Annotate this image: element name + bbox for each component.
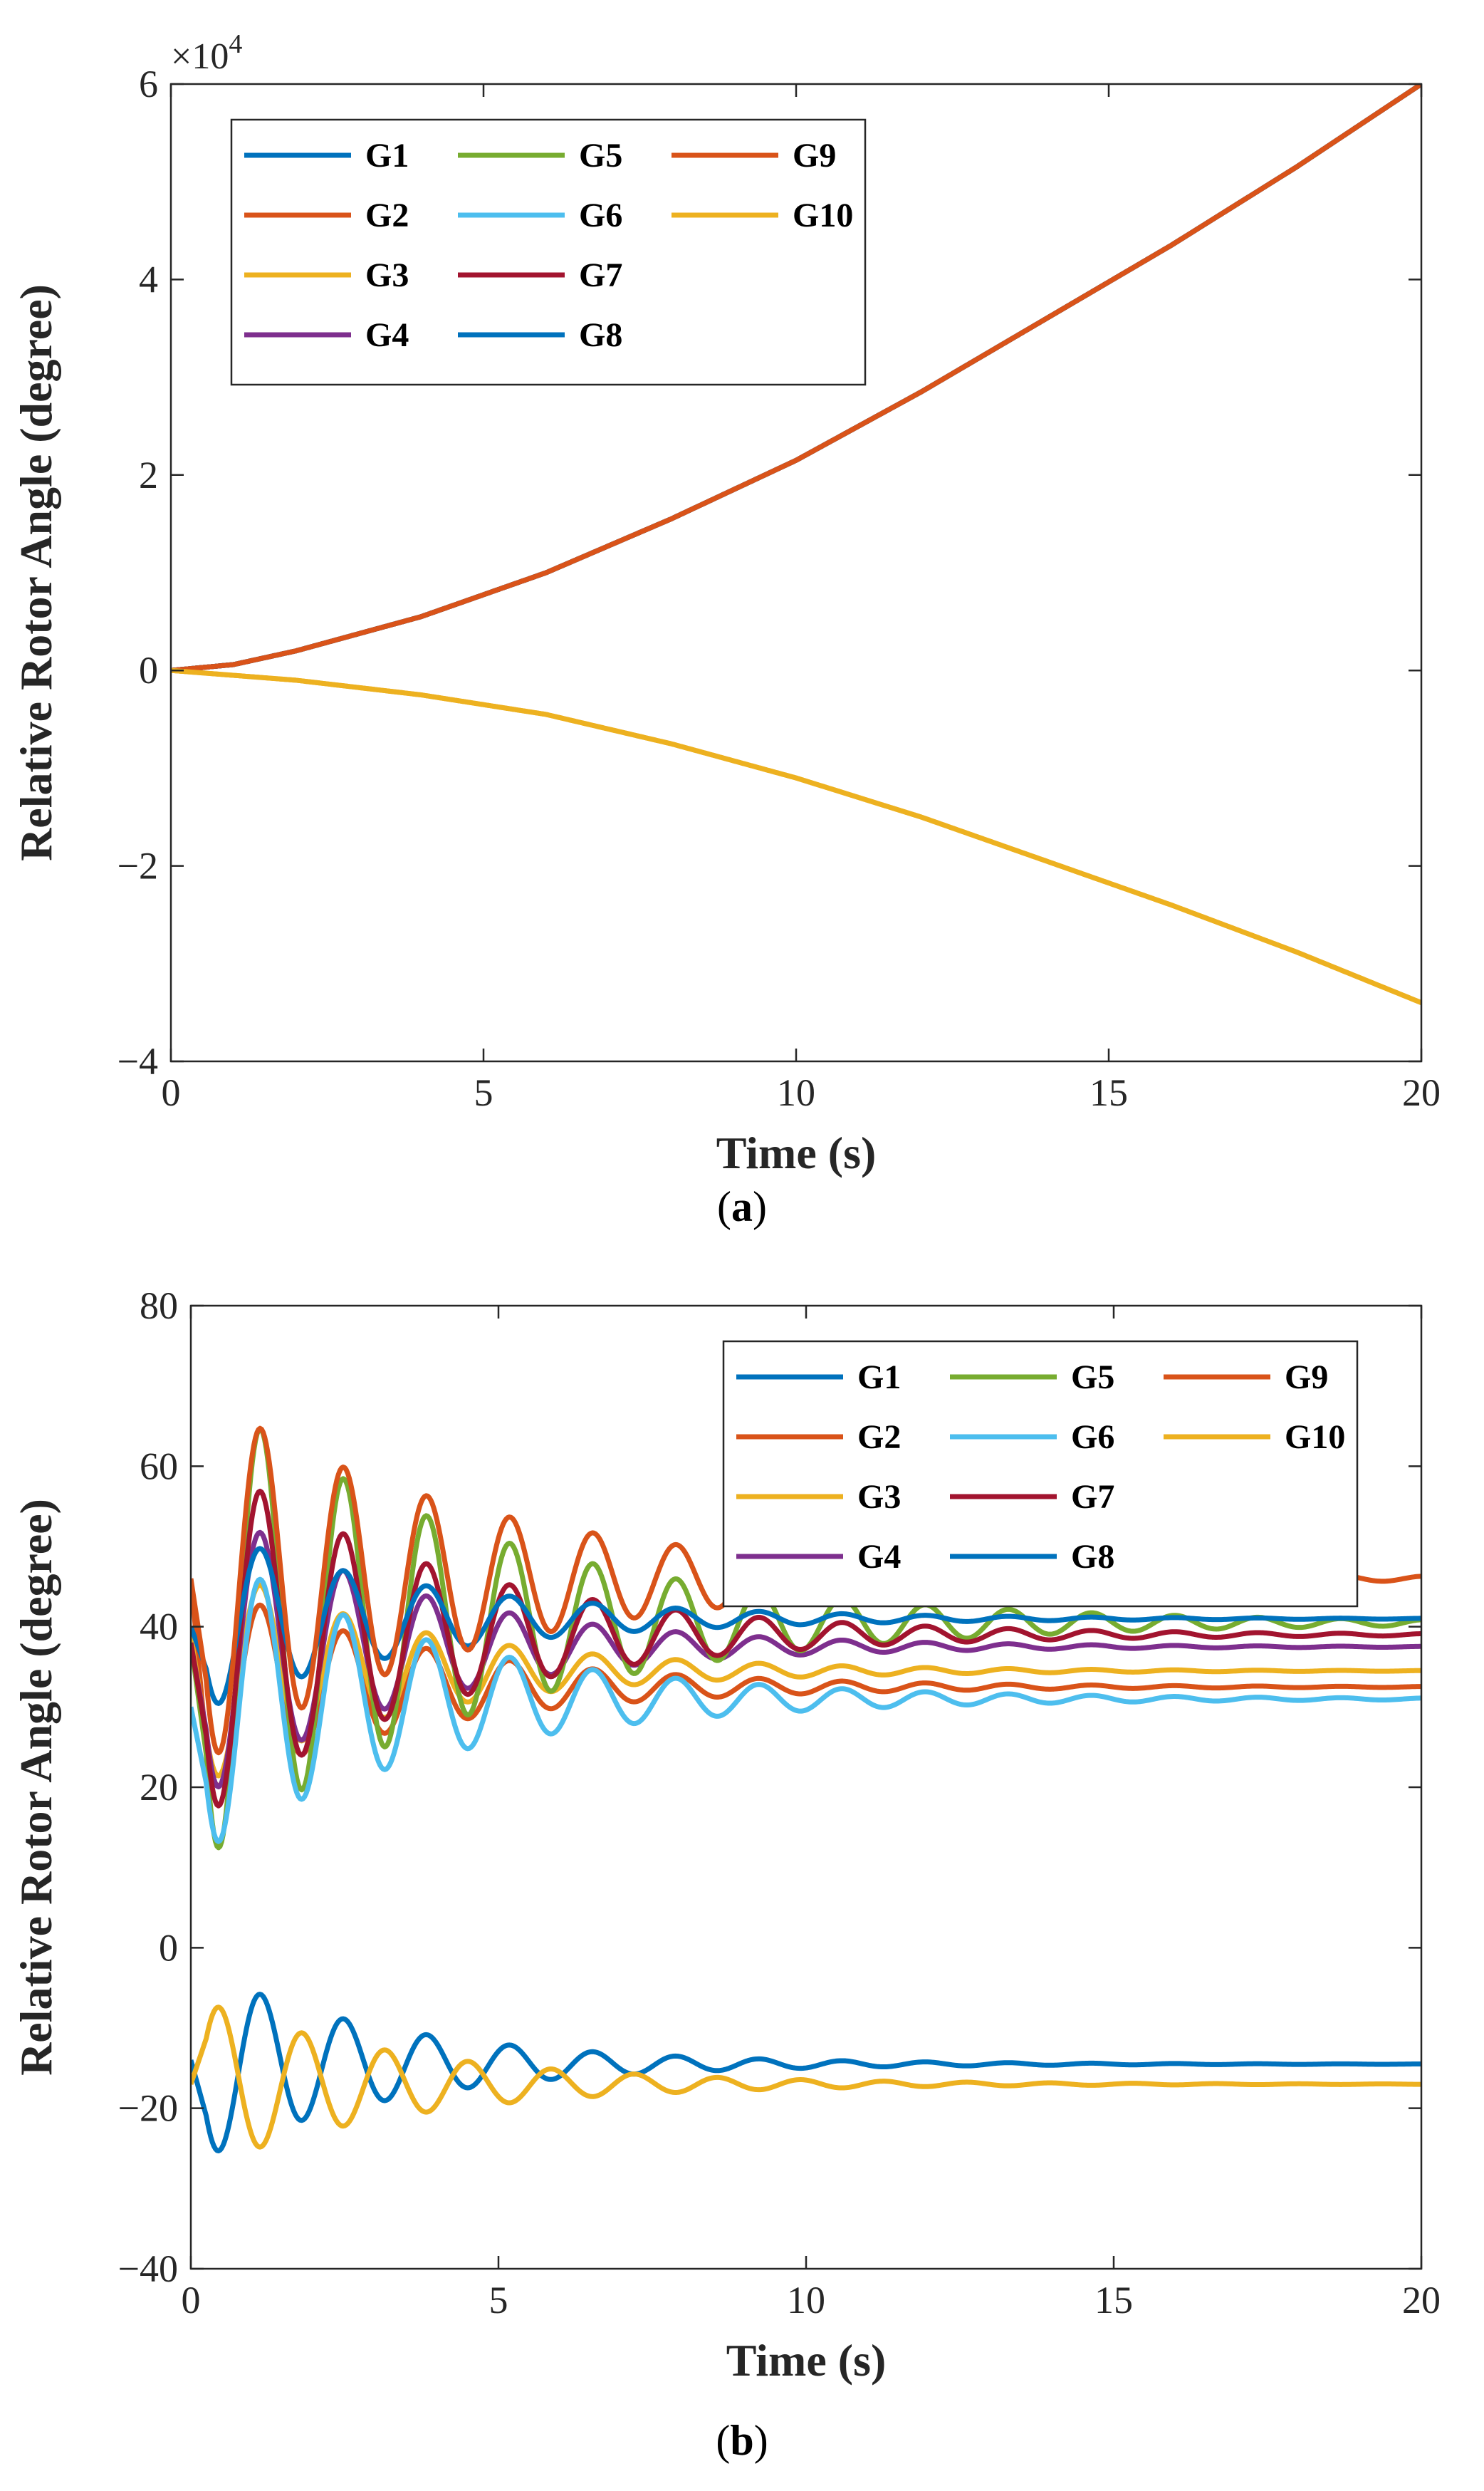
x-tick-label: 10 [787, 2279, 825, 2321]
chart-b-svg: 0 5 10 15 20 −40 −20 0 20 40 60 80 Time (s) Relative … [11, 1284, 1441, 2386]
chart-a-svg: 0 5 10 15 20 −4 −2 0 2 4 6 ×104 Time (s) Relative Rot… [11, 29, 1441, 1178]
chart-panel-a: 0 5 10 15 20 −4 −2 0 2 4 6 ×104 Time (s) Relative Rot… [11, 29, 1441, 1178]
legend-label-g6: G6 [1071, 1418, 1114, 1456]
series-line-g1 [191, 1992, 1421, 2153]
x-tick-label: 15 [1090, 1071, 1128, 1114]
legend-label-g6: G6 [579, 197, 622, 234]
legend-label-g4: G4 [857, 1538, 901, 1576]
legend-label-g5: G5 [1071, 1358, 1114, 1396]
y-axis-label: Relative Rotor Angle (degree) [11, 284, 61, 861]
legend-box [230, 118, 867, 386]
series-line-g9 [171, 84, 1421, 673]
legend-label-g10: G10 [793, 197, 853, 234]
legend-label-g3: G3 [365, 256, 409, 294]
y-tick-label: 60 [140, 1445, 178, 1487]
legend-label-g3: G3 [857, 1478, 901, 1516]
y-tick-label: 0 [139, 649, 158, 692]
y-axis-label: Relative Rotor Angle (degree) [11, 1499, 61, 2076]
x-tick-label: 20 [1402, 1071, 1441, 1114]
y-tick-label: 80 [140, 1284, 178, 1327]
x-axis-label: Time (s) [716, 1128, 877, 1178]
y-tick-label: 40 [140, 1606, 178, 1648]
series-group [171, 84, 1421, 1005]
y-exponent-power: 4 [229, 29, 242, 59]
y-tick-label: 4 [139, 258, 158, 301]
x-tick-label: 5 [489, 2279, 508, 2321]
series-line-g10 [171, 667, 1421, 1005]
x-tick-label: 15 [1094, 2279, 1133, 2321]
series-line-g6 [191, 1576, 1421, 1844]
y-tick-label: 2 [139, 454, 158, 496]
legend-label-g7: G7 [1071, 1478, 1114, 1516]
x-tick-label: 0 [162, 1071, 181, 1114]
caption-b: (b) [716, 2417, 768, 2464]
series-line-g10 [191, 2004, 1421, 2150]
series-line-g7 [191, 1488, 1421, 1809]
legend-label-g9: G9 [793, 137, 836, 175]
x-tick-label: 0 [182, 2279, 201, 2321]
legend-label-g9: G9 [1285, 1358, 1328, 1396]
legend-box [722, 1340, 1359, 1608]
y-tick-label: 20 [140, 1766, 178, 1809]
legend: G1 G2 G3 G4 G5 G6 G7 G8 G9 G10 [722, 1340, 1359, 1608]
y-tick-label: −20 [118, 2087, 178, 2130]
chart-panel-b: 0 5 10 15 20 −40 −20 0 20 40 60 80 Time (s) Relative … [0, 1268, 1484, 2491]
legend-label-g1: G1 [857, 1358, 901, 1396]
caption-a-label: a [731, 1183, 753, 1230]
legend-label-g5: G5 [579, 137, 622, 175]
legend-label-g7: G7 [579, 256, 622, 294]
caption-b-label: b [730, 2417, 754, 2464]
y-tick-label: 6 [139, 63, 158, 105]
legend-label-g8: G8 [1071, 1538, 1114, 1576]
legend-label-g2: G2 [365, 197, 409, 234]
y-tick-label: −4 [117, 1040, 158, 1083]
legend-label-g8: G8 [579, 316, 622, 354]
legend-label-g2: G2 [857, 1418, 901, 1456]
y-tick-label: −2 [117, 845, 158, 888]
x-axis-label: Time (s) [726, 2335, 887, 2386]
caption-a: (a) [717, 1183, 767, 1230]
series-line-g3 [171, 667, 1421, 1005]
legend-label-g4: G4 [365, 316, 409, 354]
x-tick-label: 5 [474, 1071, 493, 1114]
x-tick-label: 10 [777, 1071, 815, 1114]
y-tick-label: −40 [118, 2247, 178, 2290]
y-exponent-label: ×104 [171, 29, 242, 77]
legend-label-g1: G1 [365, 137, 409, 175]
legend-label-g10: G10 [1285, 1418, 1345, 1456]
x-tick-label: 20 [1402, 2279, 1441, 2321]
legend: G1 G2 G3 G4 G5 G6 G7 G8 G9 G10 [230, 118, 867, 386]
y-tick-label: 0 [159, 1926, 178, 1969]
